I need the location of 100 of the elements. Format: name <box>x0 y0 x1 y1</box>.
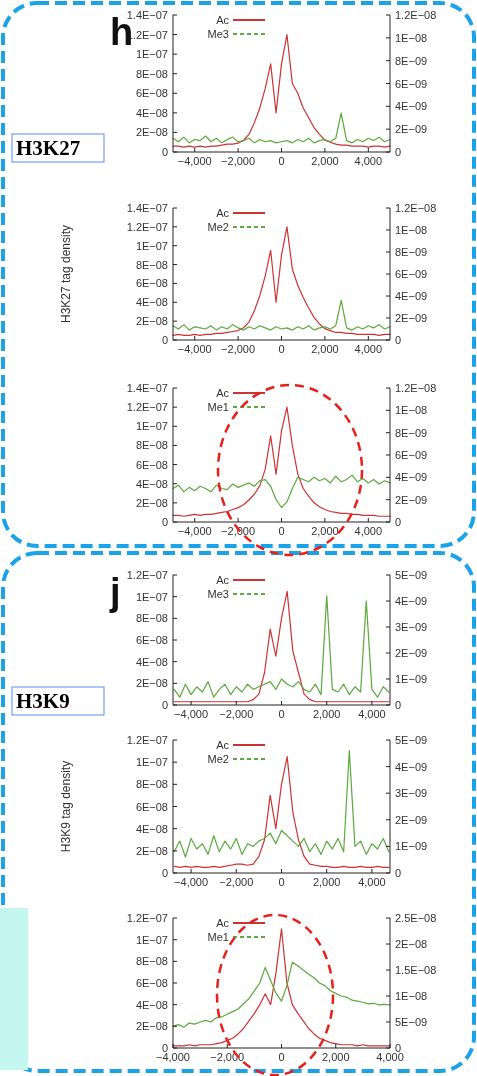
y-tick-label: 1.2E−07 <box>126 912 168 924</box>
y-tick-label: 2E−08 <box>135 126 168 139</box>
y2-tick-label: 8E−09 <box>395 54 428 67</box>
legend-label: Me1 <box>207 931 229 943</box>
y2-tick-label: 1E−08 <box>395 224 428 236</box>
y-tick-label: 2E−08 <box>135 496 168 509</box>
y2-tick-label: 4E−09 <box>395 100 428 113</box>
x-tick-label: −4,000 <box>174 876 209 888</box>
legend-label: Ac <box>216 207 230 219</box>
x-tick-label: −4,000 <box>177 343 212 355</box>
x-tick-label: −2,000 <box>219 708 254 720</box>
y2-tick-label: 2E−09 <box>395 312 428 324</box>
x-tick-label: 4,000 <box>354 155 383 167</box>
y2-tick-label: 8E−09 <box>395 426 428 439</box>
x-tick-label: −4,000 <box>156 1051 190 1063</box>
x-tick-label: 4,000 <box>376 1051 404 1063</box>
y2-tick-label: 2E−08 <box>395 938 428 950</box>
y2-tick-label: 6E−09 <box>395 268 428 280</box>
x-tick-label: −4,000 <box>177 155 212 167</box>
y2-tick-label: 2E−09 <box>395 813 428 826</box>
legend-label: Me3 <box>207 588 229 600</box>
text: H3K9 <box>16 689 70 713</box>
x-tick-label: 4,000 <box>354 343 383 355</box>
y-tick-label: 1.2E−07 <box>126 734 168 746</box>
text: j <box>109 571 121 613</box>
legend-label: Ac <box>216 574 230 586</box>
y-tick-label: 8E−08 <box>135 778 168 791</box>
y-tick-label: 1.4E−07 <box>126 202 168 214</box>
y-tick-label: 8E−08 <box>135 955 168 968</box>
y-tick-label: 1E−07 <box>135 420 168 433</box>
y2-tick-label: 1E−09 <box>395 673 428 685</box>
y-tick-label: 0 <box>161 1042 168 1054</box>
y2-tick-label: 4E−09 <box>395 595 428 607</box>
y-tick-label: 4E−08 <box>135 477 168 490</box>
y2-tick-label: 0 <box>395 146 402 158</box>
y2-tick-label: 4E−09 <box>395 471 428 484</box>
y-tick-label: 1E−07 <box>135 933 168 946</box>
line-series <box>172 299 391 331</box>
legend-label: Me2 <box>207 753 229 765</box>
y-tick-label: 8E−08 <box>135 439 168 452</box>
x-tick-label: 4,000 <box>358 876 386 888</box>
y-tick-label: 2E−08 <box>135 844 168 857</box>
y-tick-label: 8E−08 <box>135 612 168 625</box>
y2-tick-label: 4E−09 <box>395 290 428 302</box>
y2-tick-label: 1E−08 <box>395 990 428 1002</box>
x-tick-label: −2,000 <box>221 525 256 537</box>
y2-tick-label: 5E−09 <box>395 569 428 581</box>
x-tick-label: 2,000 <box>312 708 341 720</box>
x-tick-label: 0 <box>278 1051 285 1063</box>
y-tick-label: 0 <box>161 867 168 879</box>
x-tick-label: 0 <box>278 155 285 167</box>
y2-tick-label: 3E−09 <box>395 621 428 633</box>
x-tick-label: −2,000 <box>221 343 256 355</box>
y-tick-label: 1E−07 <box>135 239 168 252</box>
y-tick-label: 0 <box>161 334 168 346</box>
line-series <box>172 474 391 509</box>
x-tick-label: 0 <box>278 343 285 355</box>
legend-label: Ac <box>216 917 230 929</box>
legend-label: Me3 <box>207 28 229 40</box>
x-tick-label: −4,000 <box>174 708 209 720</box>
y-tick-label: 4E−08 <box>135 296 168 309</box>
y-tick-label: 1E−07 <box>135 590 168 603</box>
y-tick-label: 1.4E−07 <box>126 382 168 394</box>
y-tick-label: 1E−07 <box>135 48 168 61</box>
y-tick-label: 2E−08 <box>135 677 168 690</box>
y2-tick-label: 0 <box>395 699 402 711</box>
x-tick-label: 0 <box>278 876 285 888</box>
y2-tick-label: 0 <box>395 1042 402 1054</box>
y2-tick-label: 1.2E−08 <box>395 9 437 21</box>
y-tick-label: 1.4E−07 <box>126 9 168 21</box>
y2-tick-label: 1E−09 <box>395 840 428 853</box>
y2-tick-label: 5E−09 <box>395 1016 428 1028</box>
x-tick-label: 0 <box>278 708 285 720</box>
x-tick-label: 2,000 <box>311 343 339 355</box>
legend-label: Ac <box>216 14 230 26</box>
line-series <box>172 112 391 144</box>
y2-tick-label: 0 <box>395 334 402 346</box>
legend-label: Ac <box>216 387 230 399</box>
y2-tick-label: 0 <box>395 867 402 879</box>
y2-tick-label: 2E−09 <box>395 123 428 136</box>
y-tick-label: 1.2E−07 <box>126 401 168 414</box>
x-tick-label: 2,000 <box>321 1051 350 1063</box>
y-tick-label: 0 <box>161 146 168 158</box>
y-tick-label: 1.2E−07 <box>126 569 168 581</box>
y-axis-title: H3K27 tag density <box>59 224 73 324</box>
x-tick-label: 2,000 <box>311 525 339 537</box>
x-tick-label: 0 <box>278 525 285 537</box>
y-tick-label: 6E−08 <box>135 800 168 813</box>
text: H3K27 <box>16 136 81 160</box>
legend-label: Ac <box>216 739 230 751</box>
y-tick-label: 6E−08 <box>135 277 168 290</box>
y-tick-label: 0 <box>161 516 168 528</box>
y-tick-label: 1E−07 <box>135 756 168 769</box>
y-tick-label: 6E−08 <box>135 977 168 989</box>
y2-tick-label: 1.2E−08 <box>395 382 437 394</box>
y2-tick-label: 1E−08 <box>395 31 428 44</box>
y2-tick-label: 1.2E−08 <box>395 202 437 214</box>
y-tick-label: 0 <box>161 699 168 711</box>
y-tick-label: 2E−08 <box>135 315 168 328</box>
x-tick-label: −2,000 <box>221 155 256 167</box>
